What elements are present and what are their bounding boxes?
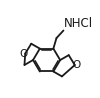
Text: O: O [73, 60, 81, 70]
Text: O: O [19, 49, 27, 59]
Text: NHCl: NHCl [64, 17, 93, 30]
